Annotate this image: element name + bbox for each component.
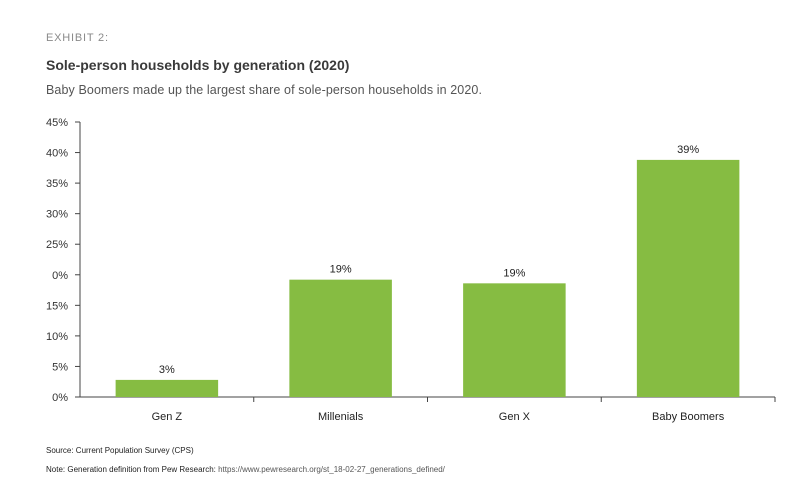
data-label: 19% [503,267,525,279]
x-tick-label: Gen X [499,411,531,423]
chart-subtitle: Baby Boomers made up the largest share o… [46,83,483,97]
x-tick-label: Millenials [318,411,364,423]
y-tick-label: 35% [46,178,68,190]
footnote-text: Note: Generation definition from Pew Res… [46,465,219,474]
footnote-link[interactable]: https://www.pewresearch.org/st_18-02-27_… [218,465,445,474]
x-tick-label: Baby Boomers [652,411,725,423]
y-tick-label: 10% [46,331,68,343]
bar [115,379,219,397]
y-tick-label: 45% [46,117,68,129]
data-label: 19% [330,264,352,276]
y-tick-label: 25% [46,239,68,251]
y-tick-label: 15% [46,300,68,312]
bar [463,283,566,397]
y-tick-label: 0% [52,270,68,282]
y-tick-label: 0% [52,392,68,404]
x-tick-label: Gen Z [152,411,183,423]
bar [636,159,740,397]
data-label: 3% [159,364,175,376]
chart-title: Sole-person households by generation (20… [46,57,350,73]
y-tick-label: 30% [46,209,68,221]
footnote: Note: Generation definition from Pew Res… [46,465,445,474]
y-tick-label: 5% [52,361,68,373]
source-note: Source: Current Population Survey (CPS) [46,446,194,455]
exhibit-label: EXHIBIT 2: [46,32,109,44]
y-tick-label: 40% [46,148,68,160]
bar [289,279,392,397]
data-label: 39% [677,144,699,156]
